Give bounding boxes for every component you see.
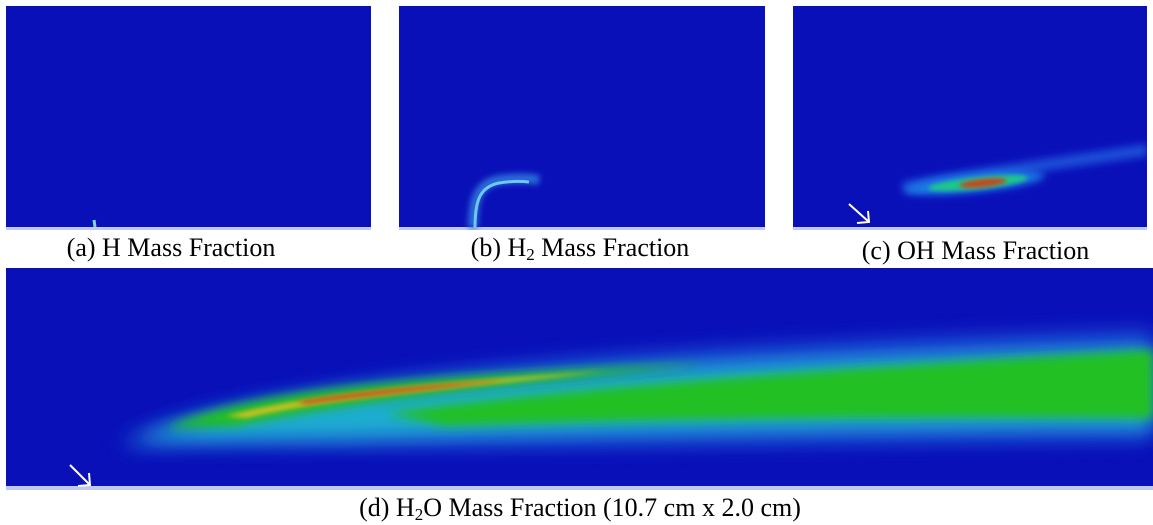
- panel-d-caption: (d) H2O Mass Fraction (10.7 cm x 2.0 cm): [359, 493, 801, 524]
- panel-c-plot: [793, 6, 1147, 230]
- panel-a-plot: [6, 6, 371, 230]
- panel-d-plot: [6, 268, 1153, 490]
- panel-b-h2-mass-fraction: [399, 6, 765, 230]
- panel-b-plume: [473, 179, 530, 229]
- panel-b-plume-glow: [468, 173, 540, 229]
- panel-a-h-mass-fraction: [6, 6, 371, 230]
- flow-arrow-icon: [69, 464, 92, 487]
- flow-arrow-icon: [848, 203, 871, 224]
- panel-d-core: [296, 380, 506, 404]
- panel-a-jet-mark: [92, 219, 97, 228]
- panel-c-oh-mass-fraction: [793, 6, 1147, 230]
- panel-a-caption: (a) H Mass Fraction: [66, 233, 276, 262]
- panel-c-core: [959, 178, 1007, 188]
- panel-d-h2o-mass-fraction: [6, 268, 1153, 490]
- panel-b-caption: (b) H2 Mass Fraction: [470, 233, 690, 264]
- panel-b-plot: [399, 6, 765, 230]
- panel-c-caption: (c) OH Mass Fraction: [861, 236, 1090, 265]
